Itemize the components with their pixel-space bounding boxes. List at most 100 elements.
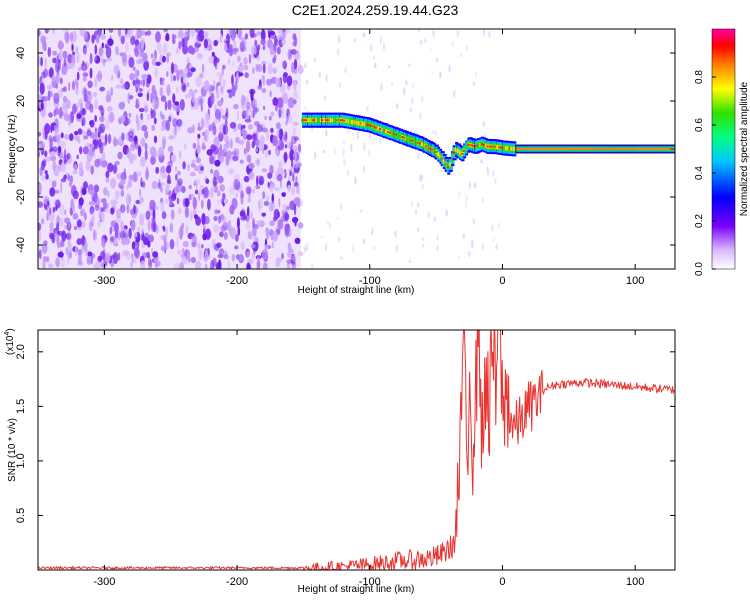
noise-speck (296, 197, 301, 208)
faint-speck (492, 169, 495, 177)
noise-speck (110, 199, 116, 207)
noise-speck (214, 104, 217, 111)
trace-cell (361, 121, 365, 126)
trace-cell (648, 148, 651, 150)
y-multiplier-base: (x10 (5, 335, 16, 355)
noise-speck (154, 67, 159, 79)
faint-speck (432, 29, 435, 38)
noise-speck (82, 234, 85, 246)
noise-speck (272, 57, 276, 64)
noise-speck (278, 160, 283, 168)
noise-speck (53, 109, 56, 117)
noise-speck (213, 79, 216, 91)
noise-speck (248, 162, 255, 170)
noise-speck (214, 209, 221, 214)
noise-speck (266, 128, 270, 141)
noise-speck (124, 83, 129, 89)
noise-speck (276, 173, 283, 182)
trace-cell (350, 120, 356, 124)
trace-cell (519, 148, 522, 150)
noise-speck (160, 95, 167, 102)
noise-speck (190, 163, 196, 168)
noise-speck (146, 30, 152, 36)
noise-speck (72, 103, 77, 115)
noise-speck (76, 81, 79, 89)
noise-speck (45, 173, 49, 180)
noise-speck (127, 92, 131, 105)
trace-cell (545, 148, 548, 150)
trace-cell (612, 148, 616, 150)
trace-cell (553, 148, 556, 150)
noise-speck (156, 41, 162, 51)
noise-speck (222, 64, 226, 70)
noise-speck (246, 206, 250, 217)
noise-speck (85, 101, 92, 110)
noise-speck (146, 92, 150, 101)
noise-speck (223, 198, 229, 204)
trace-cell (656, 148, 659, 150)
faint-speck (419, 174, 422, 183)
noise-speck (63, 58, 67, 67)
faint-speck (373, 246, 376, 251)
noise-speck (275, 170, 278, 180)
noise-speck (97, 126, 104, 134)
faint-speck (484, 133, 487, 138)
noise-speck (267, 181, 270, 188)
noise-speck (256, 64, 263, 72)
noise-speck (107, 190, 110, 198)
noise-speck (94, 204, 100, 211)
noise-speck (249, 171, 255, 180)
noise-speck (119, 52, 124, 57)
noise-speck (68, 246, 73, 256)
noise-speck (281, 252, 284, 260)
noise-speck (197, 242, 201, 249)
faint-speck (457, 256, 460, 260)
faint-speck (380, 83, 383, 92)
noise-speck (147, 234, 154, 243)
noise-speck (90, 165, 94, 175)
noise-speck (160, 245, 167, 252)
faint-speck (433, 216, 436, 223)
trace-cell (624, 148, 627, 150)
noise-speck (128, 227, 132, 239)
noise-speck (153, 135, 158, 144)
noise-speck (123, 226, 127, 233)
x-tick-label: -100 (359, 275, 381, 287)
noise-speck (107, 38, 114, 46)
noise-speck (238, 139, 245, 145)
noise-speck (106, 90, 111, 102)
noise-speck (182, 198, 187, 208)
trace-cell (470, 144, 475, 147)
noise-speck (245, 104, 250, 110)
noise-speck (117, 230, 121, 241)
noise-speck (139, 79, 144, 86)
noise-speck (141, 228, 144, 236)
noise-speck (257, 84, 263, 90)
noise-speck (241, 110, 247, 119)
noise-speck (108, 111, 115, 123)
noise-speck (160, 234, 167, 241)
trace-cell (551, 148, 554, 150)
faint-speck (417, 227, 420, 232)
noise-speck (196, 144, 201, 154)
noise-speck (200, 117, 205, 129)
noise-speck (191, 159, 196, 165)
noise-speck (50, 124, 53, 133)
noise-speck (46, 256, 50, 263)
noise-speck (196, 53, 203, 60)
noise-speck (281, 111, 285, 119)
noise-speck (166, 165, 172, 174)
noise-speck (89, 120, 93, 125)
faint-speck (382, 42, 386, 51)
colorbar-tick-label: 0.6 (694, 118, 705, 132)
noise-speck (89, 143, 93, 148)
y-tick-label: 1.5 (15, 399, 27, 414)
noise-speck (83, 86, 86, 98)
noise-speck (91, 211, 96, 221)
noise-speck (289, 149, 295, 161)
noise-speck (93, 261, 100, 269)
noise-speck (177, 250, 181, 255)
noise-speck (204, 263, 208, 269)
noise-speck (115, 46, 119, 56)
